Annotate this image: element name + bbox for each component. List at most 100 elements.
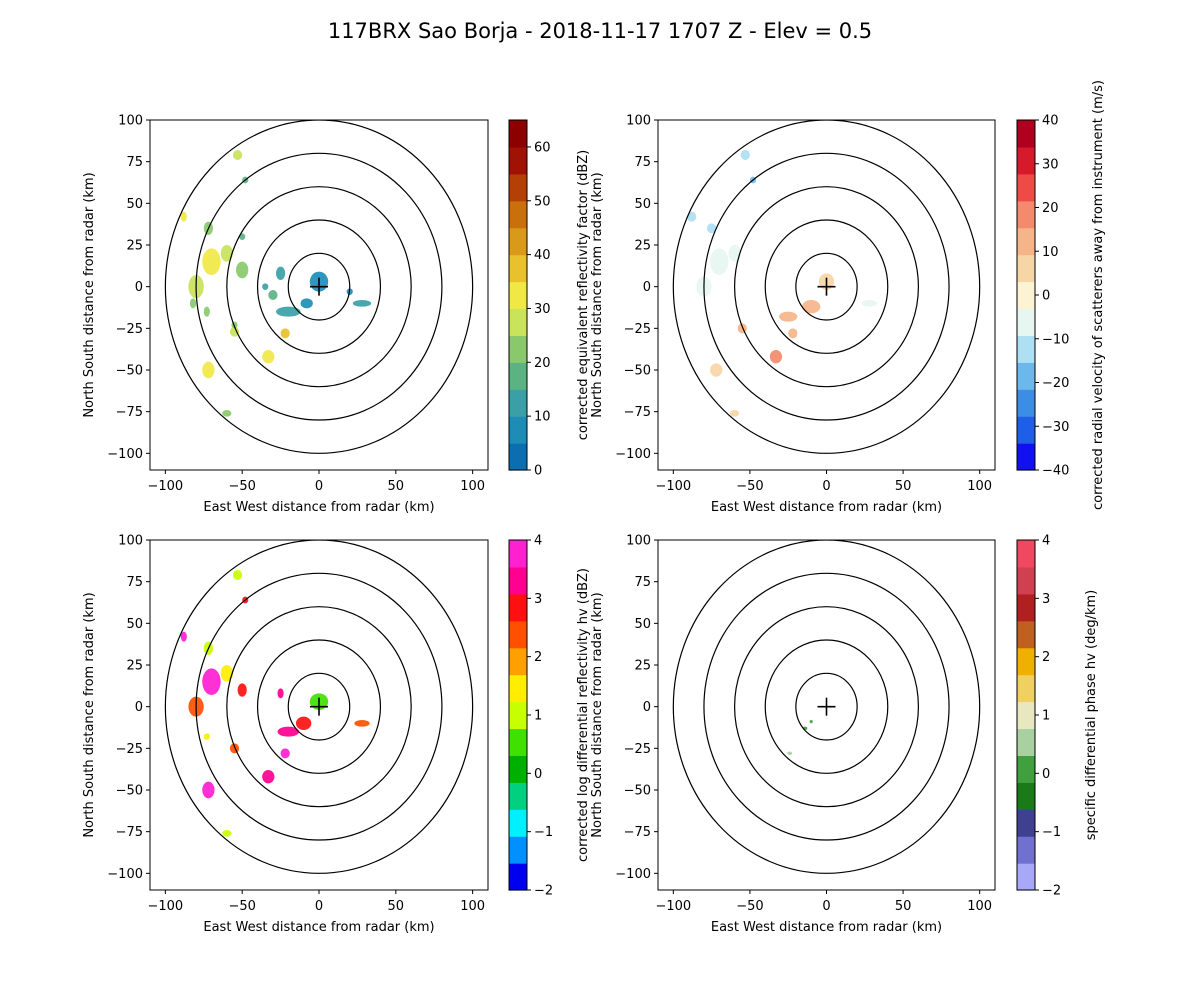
y-axis-label: North South distance from radar (km)	[82, 592, 97, 837]
colorbar-tick-label: 4	[1042, 534, 1050, 549]
range-ring-20km	[795, 672, 858, 741]
range-ring-80km	[195, 572, 443, 841]
colorbar-segment	[509, 443, 527, 471]
colorbar-segment	[509, 782, 527, 810]
colorbar-segment	[1017, 755, 1035, 783]
colorbar-tick-label: −2	[1042, 884, 1061, 899]
y-tick-label: −25	[624, 742, 651, 757]
x-axis-label: East West distance from radar (km)	[711, 500, 942, 515]
echo-9	[202, 668, 221, 696]
echo-12	[687, 211, 697, 222]
y-tick-label: 0	[135, 700, 143, 715]
range-ring-20km	[287, 672, 351, 741]
range-ring-40km	[256, 639, 382, 774]
colorbar-tick-label: 0	[1042, 767, 1050, 782]
echo-13	[740, 150, 750, 160]
colorbar: 0 10 20 30 40 50 60 corrected equivalent reflec…	[508, 119, 591, 479]
echo-3	[788, 328, 798, 339]
colorbar-segment	[509, 809, 527, 837]
echo-19	[232, 150, 243, 160]
y-tick-label: 100	[118, 534, 143, 549]
colorbar-tick-label: 3	[1042, 592, 1050, 607]
colorbar-tick-label: −30	[1042, 420, 1069, 435]
echo-5	[352, 300, 372, 307]
x-tick-label: −100	[655, 899, 691, 914]
colorbar-segment	[509, 674, 527, 703]
colorbar-tick-label: 2	[534, 650, 542, 665]
colorbar-segment	[1017, 389, 1035, 417]
x-axis-label: East West distance from radar (km)	[711, 920, 942, 935]
y-tick-label: 50	[126, 617, 143, 632]
figure-title: 117BRX Sao Borja - 2018-11-17 1707 Z - E…	[328, 19, 872, 43]
colorbar-segment	[1017, 281, 1035, 310]
echo-2	[779, 311, 798, 322]
colorbar-tick-label: 60	[534, 140, 551, 155]
echo-1	[295, 716, 312, 730]
colorbar-segment	[1017, 227, 1035, 256]
plot-area	[164, 120, 474, 454]
colorbar-segment	[509, 227, 527, 256]
colorbar-frame	[508, 119, 528, 471]
range-ring-60km	[733, 606, 920, 808]
x-tick-label: −50	[736, 479, 763, 494]
y-tick-label: −75	[624, 405, 651, 420]
colorbar-segment	[1017, 173, 1035, 202]
colorbar-tick-label: −10	[1042, 332, 1069, 347]
echo-3	[280, 748, 290, 759]
range-ring-80km	[195, 152, 443, 421]
colorbar-label: specific differential phase hv (deg/km)	[1084, 590, 1099, 840]
x-tick-label: 0	[822, 899, 830, 914]
echo-9	[229, 326, 240, 337]
range-ring-20km	[287, 252, 351, 321]
colorbar-segment	[1017, 863, 1035, 891]
echo-4	[262, 283, 269, 290]
y-axis-label: North South distance from radar (km)	[82, 172, 97, 417]
echo-6	[710, 363, 723, 377]
colorbar-tick-label: 1	[534, 709, 542, 724]
range-ring-100km	[164, 120, 474, 454]
y-tick-label: 0	[643, 280, 651, 295]
range-ring-40km	[764, 639, 889, 774]
colorbar-tick-label: 40	[1042, 114, 1059, 129]
colorbar-tick-label: −1	[1042, 825, 1061, 840]
y-tick-label: 75	[126, 575, 143, 590]
colorbar-segment	[1017, 566, 1035, 595]
echo-12	[237, 683, 247, 697]
y-axis-label: North South distance from radar (km)	[590, 172, 605, 417]
colorbar-segment	[1017, 146, 1035, 175]
x-tick-label: 0	[315, 479, 323, 494]
echo-2	[277, 726, 300, 737]
range-ring-100km	[672, 540, 981, 874]
echo-11	[220, 665, 233, 682]
x-tick-label: 100	[967, 899, 992, 914]
colorbar-segment	[509, 566, 527, 595]
echo-8	[262, 350, 275, 364]
colorbar-segment	[509, 836, 527, 864]
y-tick-label: −100	[615, 447, 651, 462]
echo-7	[729, 410, 740, 417]
echo-13	[180, 631, 187, 642]
colorbar-segment	[509, 863, 527, 891]
colorbar-segment	[1017, 443, 1035, 471]
y-tick-label: −100	[107, 867, 143, 882]
echo-9	[710, 248, 729, 275]
y-tick-label: −75	[116, 405, 143, 420]
x-tick-label: −50	[228, 479, 255, 494]
colorbar-tick-label: 0	[1042, 289, 1050, 304]
colorbar-tick-label: 0	[534, 767, 542, 782]
x-tick-label: 100	[967, 479, 992, 494]
y-tick-label: −50	[116, 784, 143, 799]
x-tick-label: 100	[460, 899, 485, 914]
colorbar-tick-label: 50	[534, 194, 551, 209]
panel-specific_differential_phase: −100 −50 0 50 100 −100 −75 −50 −25 0 25 50 75 100 East…	[590, 534, 1099, 936]
echo-6	[202, 781, 215, 799]
y-tick-label: −100	[615, 867, 651, 882]
colorbar-tick-label: −40	[1042, 464, 1069, 479]
echo-24	[189, 298, 197, 309]
x-tick-label: −100	[148, 899, 184, 914]
echo-15	[707, 223, 717, 234]
echo-8	[354, 720, 370, 727]
y-tick-label: 50	[634, 197, 651, 212]
echo-21	[203, 306, 210, 317]
colorbar-segment	[1017, 200, 1035, 229]
